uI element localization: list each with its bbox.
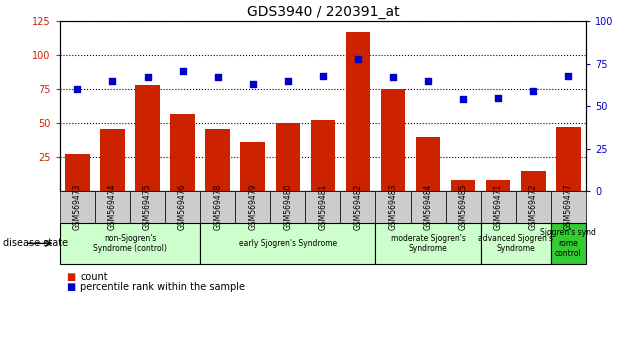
Text: disease state: disease state [3,238,68,249]
Text: GSM569476: GSM569476 [178,184,187,230]
Text: moderate Sjogren's
Syndrome: moderate Sjogren's Syndrome [391,234,466,253]
Bar [205,129,230,191]
Bar [65,154,89,191]
Text: GSM569475: GSM569475 [143,184,152,230]
Point [318,73,328,79]
Point [388,74,398,80]
Text: Sjogren's synd
rome
control: Sjogren's synd rome control [541,228,597,258]
Text: GSM569474: GSM569474 [108,184,117,230]
Bar [381,89,405,191]
Bar [170,114,195,191]
Point [458,97,468,102]
Bar [416,137,440,191]
Bar [241,142,265,191]
Text: GSM569484: GSM569484 [423,184,433,230]
Bar [486,180,510,191]
Point [72,86,83,92]
Bar [100,129,125,191]
Point [212,74,222,80]
Text: GSM569472: GSM569472 [529,184,538,230]
Text: ■: ■ [66,272,76,282]
Point [142,74,152,80]
Text: early Sjogren's Syndrome: early Sjogren's Syndrome [239,239,337,248]
Point [178,68,188,73]
Point [353,56,363,62]
Bar [135,85,160,191]
Text: non-Sjogren's
Syndrome (control): non-Sjogren's Syndrome (control) [93,234,167,253]
Text: percentile rank within the sample: percentile rank within the sample [80,282,245,292]
Bar [521,171,546,191]
Bar [346,32,370,191]
Point [248,81,258,87]
Text: GSM569478: GSM569478 [213,184,222,230]
Text: advanced Sjogren's
Syndrome: advanced Sjogren's Syndrome [478,234,553,253]
Point [563,73,573,79]
Bar [275,123,300,191]
Text: GSM569483: GSM569483 [389,184,398,230]
Text: GSM569473: GSM569473 [73,184,82,230]
Text: ■: ■ [66,282,76,292]
Point [528,88,538,94]
Text: GSM569482: GSM569482 [353,184,362,230]
Bar [556,127,581,191]
Text: GSM569477: GSM569477 [564,184,573,230]
Point [107,78,117,84]
Point [283,78,293,84]
Text: GSM569480: GSM569480 [284,184,292,230]
Text: GSM569479: GSM569479 [248,184,257,230]
Bar [451,180,476,191]
Bar [311,120,335,191]
Text: GSM569481: GSM569481 [318,184,328,230]
Text: count: count [80,272,108,282]
Point [493,95,503,101]
Point [423,78,433,84]
Text: GSM569485: GSM569485 [459,184,467,230]
Title: GDS3940 / 220391_at: GDS3940 / 220391_at [246,5,399,19]
Text: GSM569471: GSM569471 [494,184,503,230]
